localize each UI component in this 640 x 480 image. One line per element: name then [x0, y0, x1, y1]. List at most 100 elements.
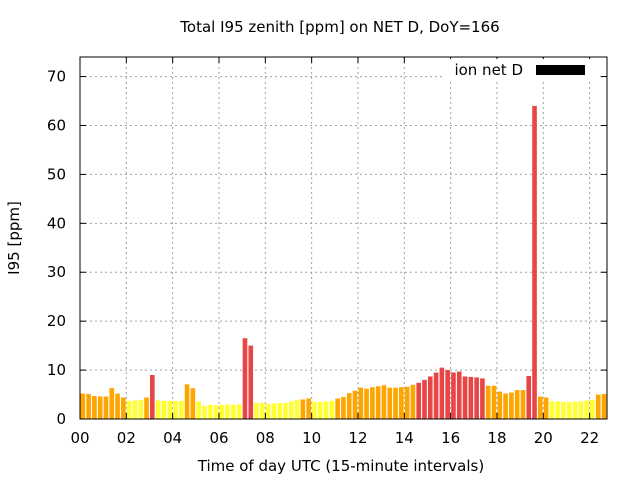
- bar: [86, 394, 91, 419]
- y-axis-label: I95 [ppm]: [5, 201, 23, 275]
- bar: [480, 378, 485, 419]
- plot-frame: [79, 56, 608, 420]
- bar: [375, 386, 381, 419]
- y-tick-labels: 0 10 20 30 40 50 60 70: [47, 68, 66, 428]
- legend-label: ion net D: [454, 61, 523, 79]
- bar: [126, 400, 132, 419]
- bar: [364, 388, 369, 419]
- bar: [387, 387, 393, 419]
- bar: [468, 376, 474, 419]
- bar: [595, 394, 601, 419]
- bar: [288, 401, 294, 419]
- bar: [584, 400, 589, 419]
- bar: [121, 397, 126, 419]
- bar: [358, 387, 364, 419]
- bar: [167, 400, 173, 419]
- bar: [115, 393, 120, 419]
- bar: [485, 385, 491, 419]
- x-tick-label: 08: [256, 429, 275, 447]
- bar: [97, 396, 103, 419]
- y-tick-label: 0: [56, 410, 66, 428]
- y-tick-label: 20: [47, 312, 66, 330]
- y-tick-label: 10: [47, 361, 66, 379]
- axis-ticks: [79, 57, 607, 420]
- bar: [323, 401, 329, 419]
- bar: [103, 396, 109, 419]
- bar: [213, 405, 219, 419]
- x-tick-label: 14: [395, 429, 414, 447]
- bar: [190, 388, 196, 419]
- bar: [370, 387, 375, 419]
- x-tick-label: 22: [580, 429, 599, 447]
- y-tick-label: 40: [47, 214, 66, 232]
- x-tick-label: 20: [534, 429, 553, 447]
- bar: [520, 390, 526, 419]
- bar: [300, 399, 306, 419]
- bar: [474, 377, 479, 419]
- bar: [271, 403, 277, 419]
- bar: [173, 400, 178, 419]
- bar: [561, 401, 566, 419]
- bar: [207, 404, 213, 419]
- bar: [265, 403, 271, 419]
- bar: [451, 372, 456, 419]
- bar: [503, 393, 508, 419]
- legend: ion net D: [445, 59, 600, 81]
- bar: [404, 386, 410, 419]
- bar: [231, 404, 236, 419]
- bar: [422, 379, 427, 419]
- y-tick-label: 50: [47, 165, 66, 183]
- bar: [92, 396, 97, 419]
- bar: [144, 397, 149, 419]
- bar: [248, 345, 254, 419]
- bar: [277, 402, 283, 419]
- y-tick-label: 60: [47, 116, 66, 134]
- bar: [416, 382, 422, 419]
- bar: [526, 375, 532, 419]
- bar: [601, 394, 607, 419]
- bar: [80, 393, 86, 419]
- chart-title: Total I95 zenith [ppm] on NET D, DoY=166: [179, 18, 499, 36]
- bar: [566, 401, 572, 419]
- bar: [260, 402, 265, 419]
- x-axis-label: Time of day UTC (15-minute intervals): [197, 457, 484, 475]
- bar: [202, 405, 207, 419]
- x-tick-label: 02: [117, 429, 136, 447]
- x-tick-label: 06: [209, 429, 228, 447]
- bar: [538, 396, 543, 419]
- bar: [155, 400, 161, 419]
- bar: [178, 400, 184, 419]
- bar: [532, 105, 537, 420]
- bar: [578, 401, 584, 419]
- bar: [381, 385, 387, 419]
- x-tick-label: 04: [163, 429, 182, 447]
- bar: [514, 390, 520, 419]
- bar: [456, 371, 462, 419]
- bar: [149, 374, 155, 419]
- bar: [352, 390, 358, 419]
- bar: [433, 372, 439, 419]
- bar: [462, 376, 468, 419]
- bar: [543, 397, 549, 419]
- bar: [254, 402, 259, 419]
- bar: [427, 376, 433, 419]
- bar: [341, 396, 346, 419]
- bar: [283, 402, 288, 419]
- x-tick-label: 18: [487, 429, 506, 447]
- bar: [306, 398, 311, 419]
- bar: [138, 399, 144, 419]
- bar: [219, 404, 225, 419]
- x-tick-labels: 00 02 04 06 08 10 12 14 16 18 20 22: [70, 429, 599, 447]
- bar: [196, 401, 201, 419]
- bar: [497, 391, 503, 419]
- x-tick-label: 16: [441, 429, 460, 447]
- y-tick-label: 30: [47, 263, 66, 281]
- bar: [549, 401, 555, 419]
- bar: [439, 367, 445, 419]
- bar: [509, 392, 514, 419]
- bar: [555, 401, 561, 419]
- y-tick-label: 70: [47, 68, 66, 86]
- bar: [184, 384, 190, 419]
- bar: [225, 404, 230, 419]
